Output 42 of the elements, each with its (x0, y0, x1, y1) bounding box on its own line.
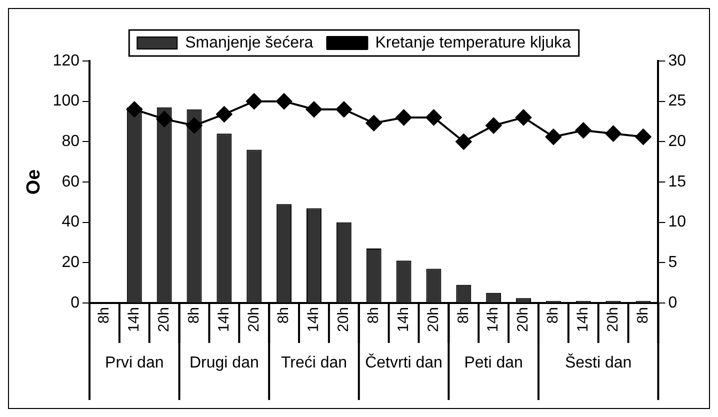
text: Šesti dan (564, 353, 632, 372)
legend-label: Kretanje temperature kljuka (375, 34, 571, 52)
text: Drugi dan (190, 354, 259, 372)
text: Peti dan (464, 354, 523, 372)
y-tick-label: 60 (62, 173, 80, 190)
x-tick-label: 14h (574, 306, 592, 332)
y2-tick-label: 15 (668, 173, 686, 190)
y-tick-label: 120 (52, 52, 80, 70)
x-tick-label: 14h (126, 306, 143, 332)
y-tick-label: 80 (62, 133, 80, 150)
x-tick-label: 20h (604, 306, 622, 332)
x-tick-label: 14h (484, 306, 502, 332)
x-tick-label: 20h (155, 306, 172, 332)
text: Prvi dan (105, 354, 164, 372)
y2-tick-label: 30 (668, 52, 686, 70)
y2-tick-label: 5 (668, 254, 678, 272)
text: Četvrti dan (365, 353, 442, 372)
y2-tick-label: 10 (668, 214, 686, 231)
x-tick-label: 8h (96, 306, 113, 324)
y-tick-label: 0 (70, 294, 80, 312)
x-tick-label: 8h (364, 306, 382, 324)
x-tick-label: 8h (275, 306, 292, 324)
x-tick-label: 20h (245, 306, 262, 332)
x-tick-label: 8h (454, 306, 472, 324)
y2-tick-label: 0 (668, 294, 678, 312)
y-tick-label: 40 (62, 214, 80, 231)
y2-tick-label: 25 (668, 92, 686, 110)
x-tick-label: 8h (544, 306, 562, 324)
x-tick-label: 20h (424, 306, 442, 332)
y-tick-label: 20 (62, 254, 80, 272)
y2-tick-label: 20 (668, 133, 686, 150)
x-tick-label: 8h (185, 306, 202, 324)
y-axis-title: Oe (24, 169, 45, 195)
x-tick-label: 14h (394, 306, 412, 332)
y-tick-label: 100 (52, 92, 80, 110)
x-tick-label: 8h (634, 306, 652, 324)
legend-label: Smanjenje šećera (185, 34, 314, 52)
x-tick-label: 20h (514, 306, 532, 332)
x-tick-label: 20h (335, 306, 352, 332)
x-tick-label: 14h (215, 306, 232, 332)
text: Treći dan (280, 354, 348, 372)
x-tick-label: 14h (305, 306, 322, 332)
